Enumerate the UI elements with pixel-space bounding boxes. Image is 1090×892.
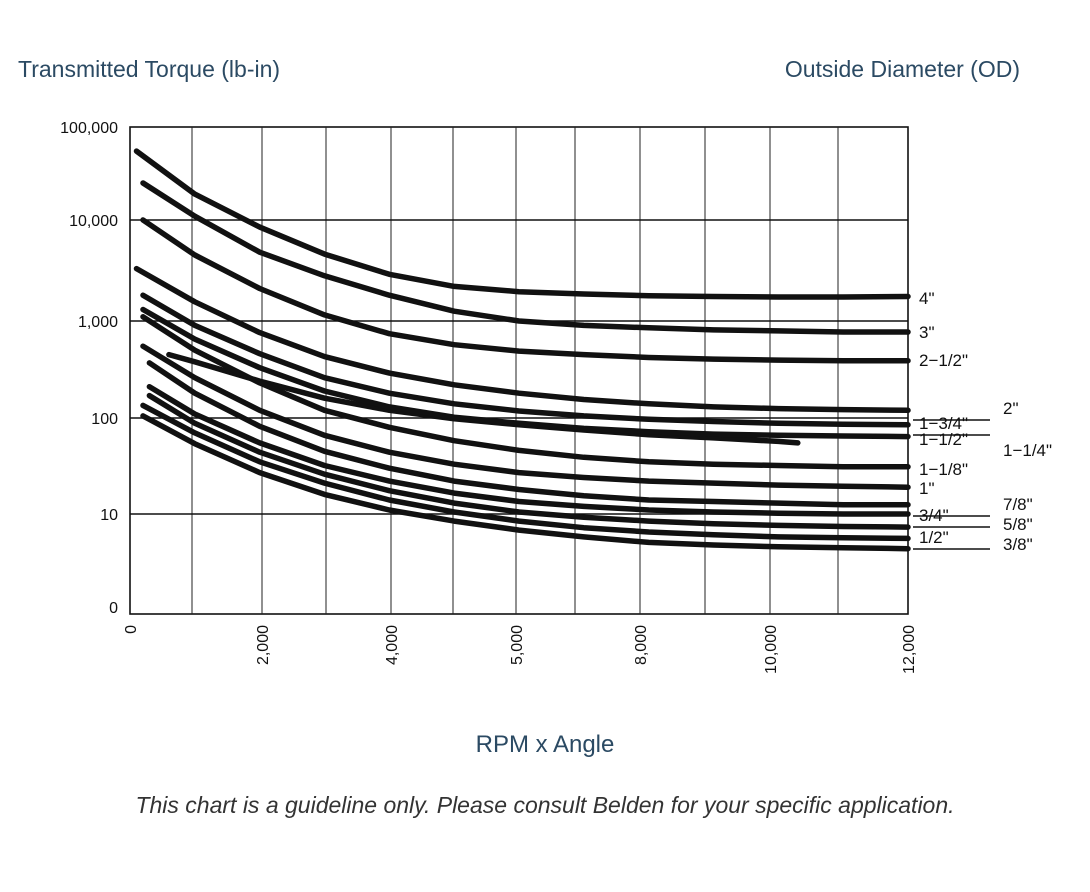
series-line [146, 360, 911, 508]
y-tick-label: 0 [109, 600, 118, 617]
series-line [140, 306, 911, 440]
x-tick-label: 10,000 [763, 625, 780, 674]
plot-frame [129, 126, 909, 615]
series-line [140, 180, 911, 335]
chart-series [133, 148, 911, 552]
series-label: 3/4" [919, 506, 949, 525]
series-line [140, 217, 911, 364]
series-line [140, 413, 911, 552]
od-legend-title: Outside Diameter (OD) [784, 56, 1020, 82]
series-line [140, 402, 911, 542]
series-line [140, 343, 911, 490]
guideline-note: This chart is a guideline only. Please c… [135, 792, 955, 818]
y-tick-label: 10,000 [69, 213, 118, 230]
x-tick-label: 2,000 [255, 625, 272, 665]
x-tick-label: 0 [123, 625, 140, 634]
y-tick-label: 10 [100, 507, 118, 524]
series-line [140, 314, 911, 470]
y-tick-labels: 0 10 100 1,000 10,000 100,000 [60, 120, 118, 617]
torque-chart: 0 10 100 1,000 10,000 100,000 0 2,000 4,000 5,00… [60, 120, 1052, 674]
y-axis-title: Transmitted Torque (lb-in) [18, 56, 281, 82]
series-label: 1" [919, 479, 935, 498]
series-line [133, 148, 911, 300]
series-label: 4" [919, 289, 935, 308]
series-line [146, 383, 911, 517]
chart-grid [129, 126, 909, 615]
series-label: 1−1/2" [919, 430, 968, 449]
series-label: 2" [1003, 399, 1019, 418]
series-label: 1/2" [919, 528, 949, 547]
series-label: 7/8" [1003, 495, 1033, 514]
x-tick-label: 12,000 [901, 625, 918, 674]
y-tick-label: 100 [91, 411, 118, 428]
series-label: 1−1/4" [1003, 441, 1052, 460]
series-labels: 4" 3" 2−1/2" 2" 1−3/4" 1−1/4" 1−1/2" 1−1/8"1" 7/… [913, 289, 1052, 554]
series-line [146, 392, 911, 530]
series-label: 5/8" [1003, 515, 1033, 534]
series-label: 3/8" [1003, 535, 1033, 554]
x-tick-labels: 0 2,000 4,000 5,000 8,000 10,000 12,000 [123, 625, 918, 674]
x-axis-title: RPM x Angle [475, 731, 615, 758]
series-line [140, 292, 911, 428]
series-label: 1−3/4" [919, 414, 968, 433]
x-tick-label: 5,000 [509, 625, 526, 665]
x-tick-label: 4,000 [384, 625, 401, 665]
series-label: 1−1/8" [919, 460, 968, 479]
series-line [133, 265, 911, 414]
series-label: 3" [919, 323, 935, 342]
y-tick-label: 1,000 [78, 314, 118, 331]
x-tick-label: 8,000 [633, 625, 650, 665]
y-tick-label: 100,000 [60, 120, 118, 137]
series-label: 2−1/2" [919, 351, 968, 370]
